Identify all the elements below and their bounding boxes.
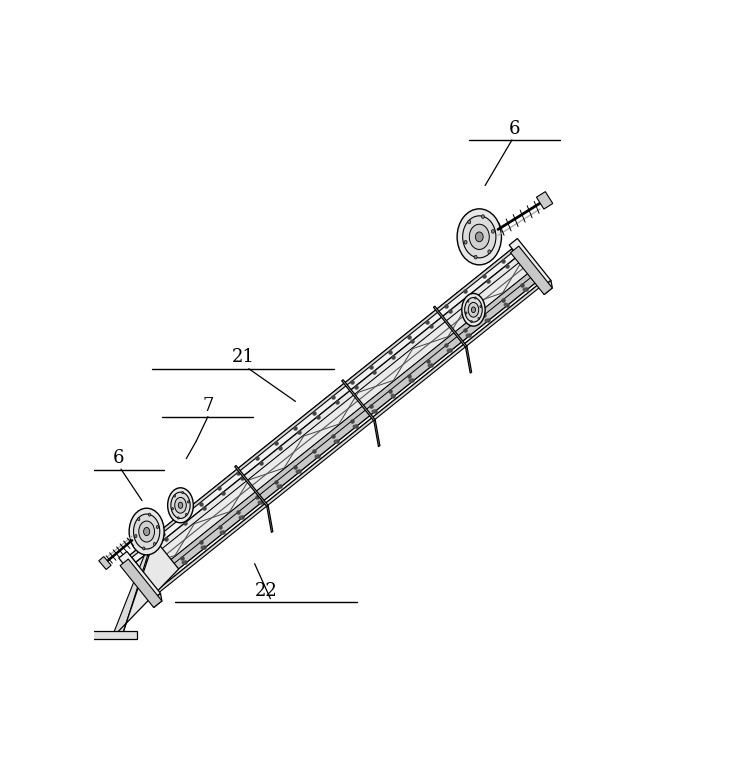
Polygon shape [119,551,160,600]
Ellipse shape [133,514,160,549]
Polygon shape [511,246,552,294]
Ellipse shape [488,250,491,254]
Polygon shape [137,263,535,590]
Ellipse shape [478,317,480,319]
Polygon shape [509,238,551,287]
Ellipse shape [172,508,173,510]
Ellipse shape [175,497,186,513]
Ellipse shape [174,495,175,497]
Ellipse shape [492,230,495,234]
Ellipse shape [462,294,485,326]
Ellipse shape [474,255,477,259]
Polygon shape [157,284,541,593]
Ellipse shape [142,547,145,550]
Polygon shape [114,539,178,636]
Ellipse shape [465,298,482,322]
Ellipse shape [148,513,151,516]
Polygon shape [130,248,513,558]
Polygon shape [267,505,273,533]
Polygon shape [465,346,471,373]
Ellipse shape [474,297,476,299]
Text: 21: 21 [231,348,255,366]
Ellipse shape [130,508,164,555]
Polygon shape [536,191,553,209]
Text: 7: 7 [203,397,214,415]
Polygon shape [139,261,530,578]
Ellipse shape [471,320,472,323]
Ellipse shape [457,209,501,265]
Polygon shape [130,248,518,562]
Ellipse shape [178,517,179,519]
Ellipse shape [185,513,187,515]
Text: 6: 6 [508,119,520,137]
Ellipse shape [468,220,471,224]
Ellipse shape [168,488,194,522]
Polygon shape [99,557,111,569]
Polygon shape [434,306,467,348]
Polygon shape [152,276,540,590]
Polygon shape [152,594,162,608]
Ellipse shape [171,492,190,519]
Polygon shape [152,276,535,590]
Ellipse shape [157,526,159,529]
Ellipse shape [181,491,184,494]
Ellipse shape [465,312,467,314]
Polygon shape [342,380,375,421]
Ellipse shape [475,232,483,242]
Ellipse shape [471,307,475,312]
Text: 6: 6 [113,449,124,467]
Ellipse shape [138,518,140,521]
Ellipse shape [139,521,154,542]
Ellipse shape [480,305,481,308]
Polygon shape [373,419,380,447]
Text: 22: 22 [255,582,278,600]
Ellipse shape [469,224,489,249]
Ellipse shape [468,300,469,302]
Ellipse shape [135,534,137,537]
Polygon shape [136,256,534,583]
Polygon shape [148,272,532,583]
Ellipse shape [144,527,150,536]
Ellipse shape [464,241,467,244]
Polygon shape [235,465,268,507]
Polygon shape [120,559,162,608]
Polygon shape [113,536,153,637]
Ellipse shape [468,302,479,317]
Ellipse shape [178,502,183,508]
Ellipse shape [154,543,156,545]
Ellipse shape [462,216,496,258]
Polygon shape [91,631,138,639]
Polygon shape [543,280,552,294]
Ellipse shape [187,501,189,503]
Ellipse shape [481,215,484,219]
